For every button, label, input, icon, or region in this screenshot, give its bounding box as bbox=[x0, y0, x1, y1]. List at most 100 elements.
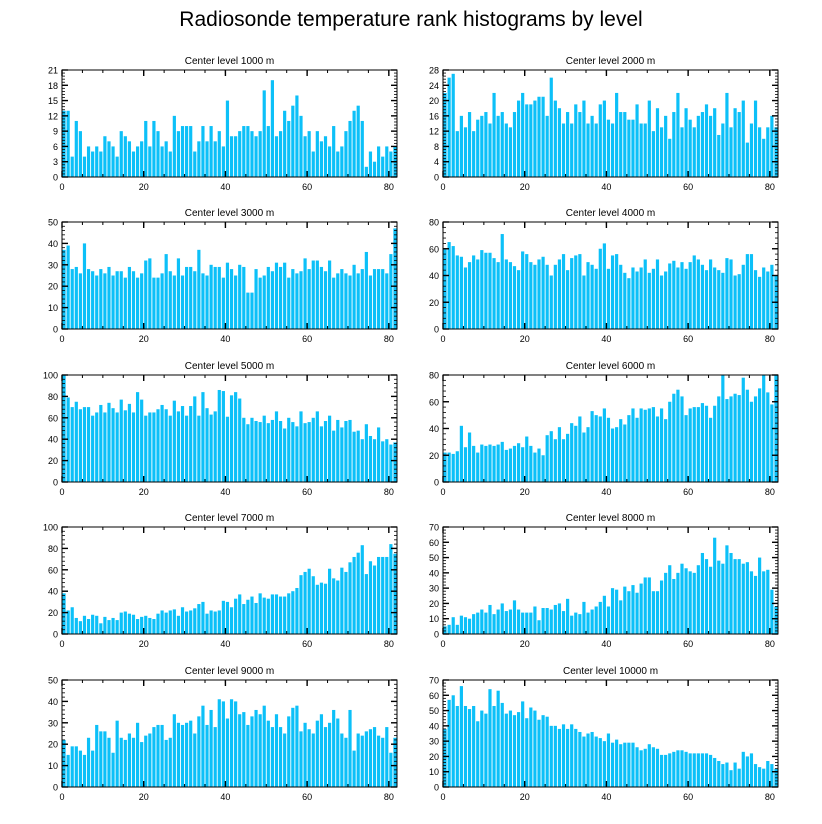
histogram-bar bbox=[709, 754, 713, 787]
histogram-bar bbox=[639, 750, 643, 787]
histogram-bar bbox=[570, 258, 574, 329]
plot-frame bbox=[61, 374, 398, 483]
histogram-bar bbox=[119, 737, 123, 787]
histogram-bar bbox=[291, 269, 295, 329]
x-tick-label: 40 bbox=[220, 487, 230, 497]
histogram-bar bbox=[529, 104, 533, 177]
plot-frame bbox=[442, 526, 779, 635]
histogram-bar bbox=[758, 127, 762, 177]
histogram-bar bbox=[283, 428, 287, 482]
histogram-bar bbox=[659, 408, 664, 482]
y-tick-label: 40 bbox=[429, 271, 439, 281]
histogram-bar bbox=[635, 592, 639, 634]
histogram-bar bbox=[590, 411, 594, 482]
histogram-bar bbox=[91, 271, 95, 329]
histogram-bar bbox=[741, 751, 745, 787]
histogram-bar bbox=[492, 445, 496, 482]
histogram-bar bbox=[62, 739, 66, 787]
histogram-bar bbox=[242, 712, 246, 787]
histogram-bar bbox=[160, 404, 164, 482]
histogram-bar bbox=[156, 724, 160, 787]
histogram-panel: Center level 2000 m 0 20 40 60 80 0 4 8 12 16 20 24 2… bbox=[429, 56, 779, 192]
histogram-bar bbox=[602, 741, 606, 787]
histogram-bar bbox=[451, 453, 455, 482]
y-tick-label: 15 bbox=[48, 96, 58, 106]
histogram-bar bbox=[537, 719, 541, 787]
histogram-bar bbox=[172, 400, 176, 482]
histogram-bar bbox=[566, 433, 570, 482]
histogram-bar bbox=[311, 576, 315, 634]
histogram-bar bbox=[295, 273, 299, 329]
y-tick-label: 60 bbox=[429, 538, 439, 548]
histogram-bar bbox=[537, 259, 541, 329]
histogram-bar bbox=[323, 583, 328, 634]
histogram-bar bbox=[455, 624, 459, 634]
histogram-bar bbox=[741, 100, 745, 177]
histogram-bar bbox=[148, 733, 152, 787]
histogram-bar bbox=[688, 119, 692, 177]
histogram-bar bbox=[672, 578, 676, 634]
histogram-bar bbox=[205, 613, 209, 634]
histogram-bar bbox=[676, 572, 680, 634]
histogram-bar bbox=[672, 260, 676, 329]
histogram-bar bbox=[140, 616, 144, 634]
y-tick-label: 50 bbox=[48, 218, 58, 228]
histogram-bar bbox=[328, 260, 332, 329]
histogram-bar bbox=[315, 411, 319, 482]
histogram-bar bbox=[229, 269, 234, 329]
y-tick-label: 50 bbox=[429, 553, 439, 563]
histogram-bar bbox=[270, 271, 274, 329]
histogram-bar bbox=[205, 724, 209, 787]
y-tick-label: 100 bbox=[43, 523, 58, 533]
histogram-bar bbox=[467, 709, 472, 787]
histogram-bar bbox=[615, 739, 619, 787]
histogram-bar bbox=[107, 141, 111, 177]
histogram-bar bbox=[488, 689, 492, 787]
histogram-bar bbox=[512, 112, 517, 177]
histogram-bar bbox=[385, 439, 389, 482]
histogram-bar bbox=[545, 608, 549, 634]
histogram-bar bbox=[356, 430, 360, 482]
y-tick-label: 40 bbox=[429, 721, 439, 731]
histogram-bar bbox=[447, 242, 451, 329]
histogram-bar bbox=[496, 115, 500, 177]
y-tick-label: 80 bbox=[429, 371, 439, 381]
histogram-bar bbox=[692, 572, 696, 634]
histogram-bar bbox=[299, 271, 303, 329]
histogram-bar bbox=[213, 727, 217, 787]
histogram-bar bbox=[664, 271, 668, 329]
histogram-bar bbox=[180, 607, 185, 634]
histogram-bar bbox=[229, 395, 234, 482]
histogram-bar bbox=[635, 271, 639, 329]
histogram-bar bbox=[668, 753, 672, 787]
y-tick-label: 70 bbox=[429, 676, 439, 686]
histogram-bar bbox=[180, 275, 185, 329]
histogram-bar bbox=[619, 600, 623, 634]
panel-title: Center level 5000 m bbox=[185, 361, 275, 372]
histogram-bar bbox=[655, 108, 660, 177]
histogram-bar bbox=[737, 274, 741, 329]
histogram-bar bbox=[615, 427, 619, 482]
y-tick-label: 30 bbox=[429, 584, 439, 594]
histogram-bar bbox=[733, 108, 737, 177]
histogram-bar bbox=[389, 254, 393, 329]
histogram-bar bbox=[99, 623, 103, 634]
histogram-bar bbox=[209, 264, 213, 329]
y-tick-label: 30 bbox=[48, 718, 58, 728]
histogram-bar bbox=[258, 714, 262, 787]
histogram-bar bbox=[74, 401, 78, 482]
histogram-bar bbox=[570, 615, 574, 634]
histogram-bar bbox=[700, 112, 705, 177]
histogram-bar bbox=[561, 439, 566, 482]
histogram-bar bbox=[164, 739, 168, 787]
histogram-bar bbox=[451, 617, 455, 634]
histogram-bar bbox=[496, 690, 500, 787]
histogram-bar bbox=[512, 715, 517, 787]
histogram-bar bbox=[529, 707, 533, 787]
histogram-bar bbox=[676, 92, 680, 177]
histogram-bar bbox=[389, 151, 393, 177]
histogram-bar bbox=[729, 127, 733, 177]
histogram-panel: Center level 6000 m 0 20 40 60 80 0 20 40 60 80 bbox=[429, 361, 779, 497]
histogram-bar bbox=[205, 408, 209, 482]
y-tick-label: 10 bbox=[48, 761, 58, 771]
